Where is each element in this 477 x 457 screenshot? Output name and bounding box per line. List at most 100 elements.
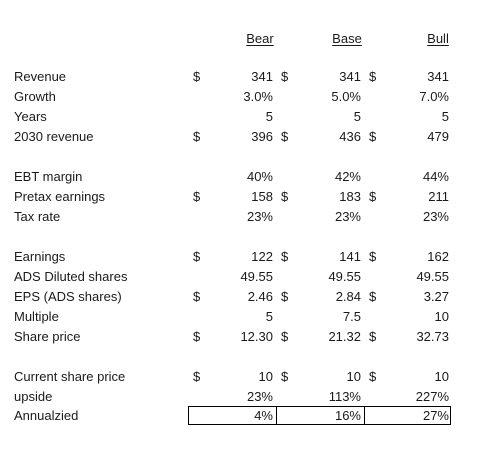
value-bull: 44% [422, 169, 449, 184]
row-ads-diluted-shares: ADS Diluted shares 49.55 49.55 49.55 [0, 268, 477, 286]
row-label: upside [14, 389, 53, 404]
currency-base: $ [281, 369, 289, 384]
value-bull: 162 [427, 249, 449, 264]
row-eps: EPS (ADS shares) $ 2.46 $ 2.84 $ 3.27 [0, 288, 477, 306]
row-upside: upside 23% 113% 227% [0, 388, 477, 406]
value-base: 21.32 [328, 329, 361, 344]
row-label: Multiple [14, 309, 59, 324]
header-bull: Bull [427, 31, 449, 46]
currency-bear: $ [193, 329, 201, 344]
header-base: Base [332, 31, 362, 46]
value-base: 7.5 [342, 309, 361, 324]
row-growth: Growth 3.0% 5.0% 7.0% [0, 88, 477, 106]
currency-bear: $ [193, 369, 201, 384]
value-bear: 2.46 [247, 289, 273, 304]
cell-divider [276, 406, 277, 425]
row-label: Revenue [14, 69, 67, 84]
currency-bear: $ [193, 189, 201, 204]
value-bull: 5 [441, 109, 449, 124]
currency-base: $ [281, 69, 289, 84]
row-current-share-price: Current share price $ 10 $ 10 $ 10 [0, 368, 477, 386]
value-base: 5 [353, 109, 361, 124]
value-bull: 7.0% [419, 89, 449, 104]
row-label: Annualzied [14, 408, 79, 423]
annualized-highlight-box [188, 406, 451, 425]
currency-bear: $ [193, 129, 201, 144]
value-base: 42% [334, 169, 361, 184]
value-bull: 10 [434, 309, 449, 324]
value-bear: 49.55 [240, 269, 273, 284]
currency-base: $ [281, 289, 289, 304]
row-annualized: Annualzied 4% 16% 27% [0, 407, 477, 425]
currency-bull: $ [369, 249, 377, 264]
row-label: EPS (ADS shares) [14, 289, 122, 304]
value-bear: 5 [265, 309, 273, 324]
value-base: 23% [334, 209, 361, 224]
currency-base: $ [281, 249, 289, 264]
row-label: Earnings [14, 249, 66, 264]
value-base: 16% [334, 408, 361, 423]
row-label: Share price [14, 329, 81, 344]
row-tax-rate: Tax rate 23% 23% 23% [0, 208, 477, 226]
currency-bear: $ [193, 249, 201, 264]
currency-base: $ [281, 189, 289, 204]
currency-bull: $ [369, 329, 377, 344]
row-ebt-margin: EBT margin 40% 42% 44% [0, 168, 477, 186]
value-bear: 341 [251, 69, 273, 84]
row-pretax-earnings: Pretax earnings $ 158 $ 183 $ 211 [0, 188, 477, 206]
value-bear: 396 [251, 129, 273, 144]
value-bull: 211 [428, 189, 449, 204]
currency-bull: $ [369, 129, 377, 144]
value-base: 5.0% [331, 89, 361, 104]
value-base: 49.55 [328, 269, 361, 284]
row-label: Current share price [14, 369, 126, 384]
value-bull: 23% [422, 209, 449, 224]
row-label: ADS Diluted shares [14, 269, 128, 284]
value-base: 10 [346, 369, 361, 384]
row-2030-revenue: 2030 revenue $ 396 $ 436 $ 479 [0, 128, 477, 146]
value-bear: 23% [246, 389, 273, 404]
row-years: Years 5 5 5 [0, 108, 477, 126]
value-bear: 5 [265, 109, 273, 124]
cell-divider [364, 406, 365, 425]
value-bull: 10 [434, 369, 449, 384]
value-bull: 479 [427, 129, 449, 144]
currency-bear: $ [193, 69, 201, 84]
row-multiple: Multiple 5 7.5 10 [0, 308, 477, 326]
currency-bull: $ [369, 69, 377, 84]
currency-bull: $ [369, 289, 377, 304]
value-bear: 40% [246, 169, 273, 184]
value-base: 183 [339, 189, 361, 204]
value-bull: 3.27 [423, 289, 449, 304]
row-share-price: Share price $ 12.30 $ 21.32 $ 32.73 [0, 328, 477, 346]
value-base: 436 [339, 129, 361, 144]
value-base: 341 [339, 69, 361, 84]
currency-bull: $ [369, 189, 377, 204]
row-label: Growth [14, 89, 56, 104]
row-label: Tax rate [14, 209, 61, 224]
value-base: 113% [328, 389, 361, 404]
currency-bull: $ [369, 369, 377, 384]
value-bear: 158 [251, 189, 273, 204]
value-bull: 341 [427, 69, 449, 84]
row-revenue: Revenue $ 341 $ 341 $ 341 [0, 68, 477, 86]
value-bear: 12.30 [240, 329, 273, 344]
value-bear: 3.0% [243, 89, 273, 104]
currency-bear: $ [193, 289, 201, 304]
value-bull: 27% [422, 408, 449, 423]
row-label: EBT margin [14, 169, 83, 184]
row-label: 2030 revenue [14, 129, 94, 144]
value-base: 141 [339, 249, 361, 264]
currency-base: $ [281, 329, 289, 344]
row-label: Years [14, 109, 47, 124]
value-bull: 227% [415, 389, 449, 404]
value-base: 2.84 [335, 289, 361, 304]
value-bear: 122 [251, 249, 273, 264]
value-bear: 4% [254, 408, 273, 423]
currency-base: $ [281, 129, 289, 144]
row-label: Pretax earnings [14, 189, 106, 204]
header-bear: Bear [246, 31, 274, 46]
value-bear: 10 [258, 369, 273, 384]
value-bull: 49.55 [416, 269, 449, 284]
